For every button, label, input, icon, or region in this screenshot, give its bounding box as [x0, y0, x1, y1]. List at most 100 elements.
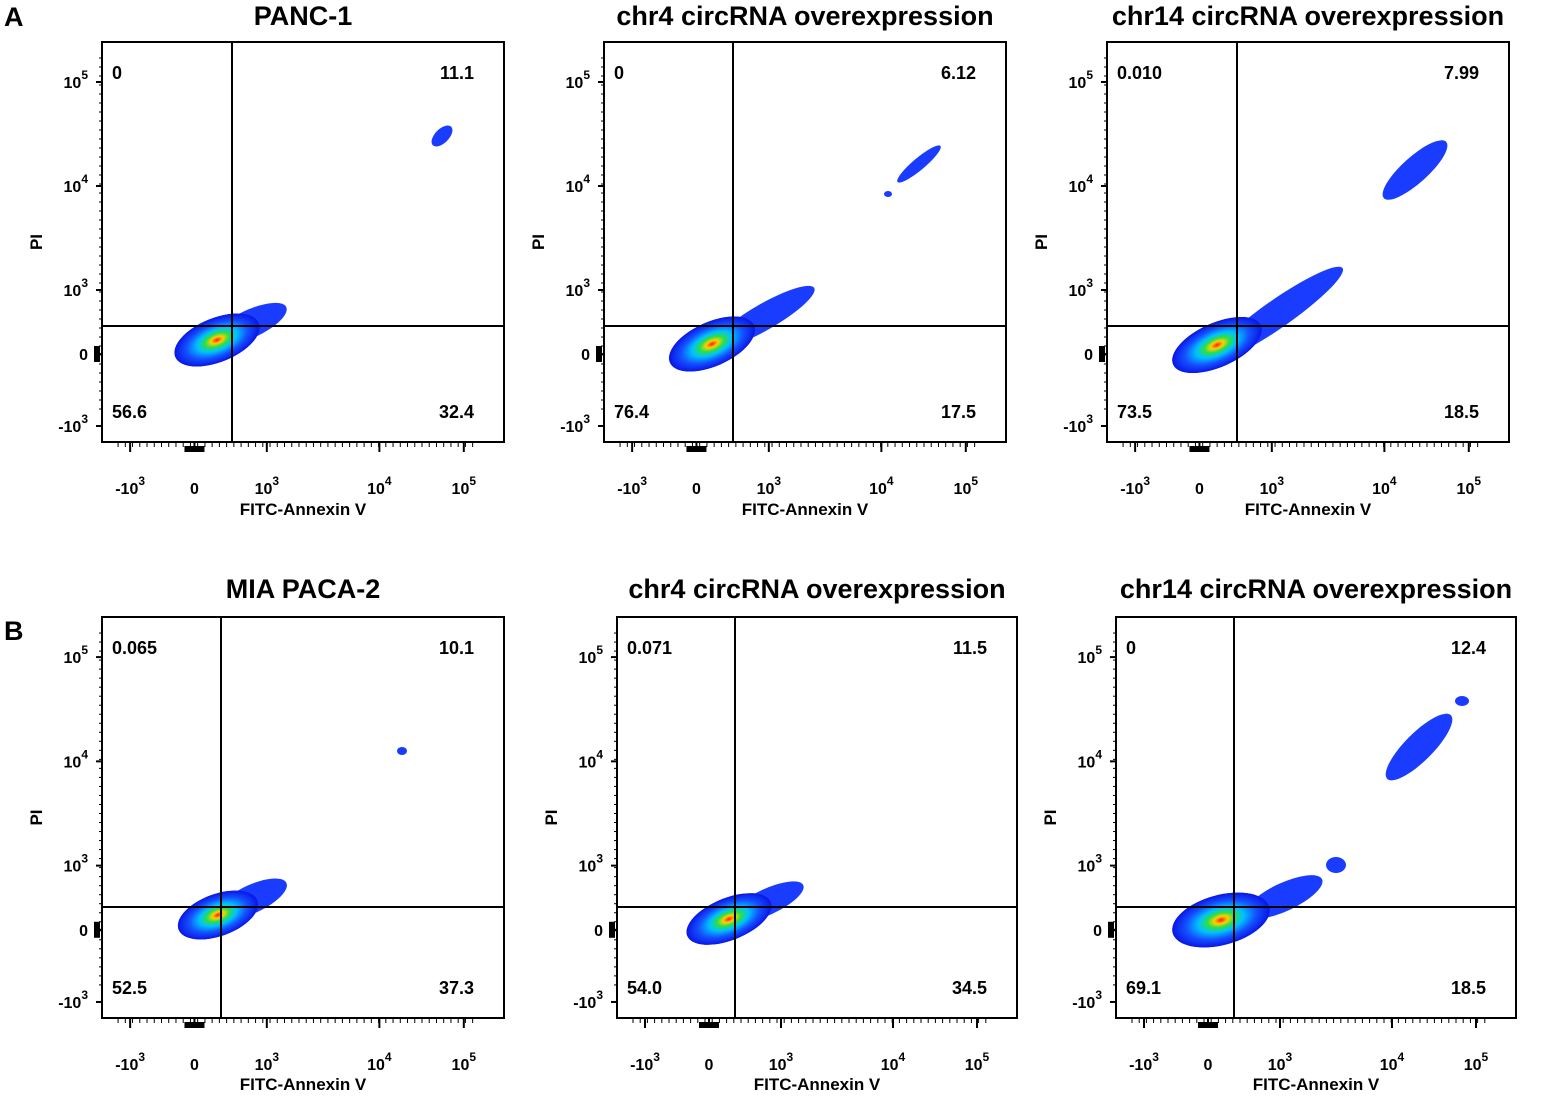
facs-panel-5: chr4 circRNA overexpression 0.071 11.5 54.0… — [542, 574, 1018, 1094]
x-tick-label: 0 — [1195, 481, 1204, 498]
y-tick-label: 105 — [566, 68, 591, 92]
y-tick-label: 103 — [64, 276, 89, 300]
y-axis-zero-cluster — [94, 346, 100, 362]
y-tick-label: 104 — [1078, 747, 1103, 771]
x-tick-label: 0 — [692, 481, 701, 498]
y-tick-label: 0 — [581, 347, 590, 364]
y-tick-label: 104 — [1069, 172, 1094, 196]
facs-panel-6: chr14 circRNA overexpression 0 12.4 69.1 18.… — [1041, 574, 1517, 1094]
y-axis-label: PI — [27, 809, 46, 825]
y-tick-label: 104 — [64, 172, 89, 196]
y-tick-label: 0 — [1093, 923, 1102, 940]
facs-panel-1: PANC-1 0 11.1 56.6 32.4 105 104 103 0 -103 -103 0 10… — [27, 1, 505, 519]
quadrant-lower-right: 37.3 — [439, 978, 474, 998]
plot-frame — [603, 41, 1007, 443]
panel-title: chr4 circRNA overexpression — [616, 1, 993, 31]
y-tick-label: 105 — [64, 643, 89, 667]
x-tick-label: 103 — [255, 474, 280, 498]
x-tick-label: 104 — [367, 1050, 392, 1074]
y-tick-label: 104 — [566, 172, 591, 196]
y-tick-label: -103 — [1072, 988, 1102, 1012]
x-axis-zero-cluster — [1189, 446, 1210, 452]
panel-title: MIA PACA-2 — [226, 574, 381, 604]
quadrant-lower-left: 73.5 — [1117, 402, 1152, 422]
x-tick-label: 103 — [769, 1050, 794, 1074]
cell-population — [897, 145, 941, 183]
quadrant-upper-left: 0 — [112, 63, 122, 83]
y-axis-label: PI — [1041, 809, 1060, 825]
y-tick-label: 104 — [64, 747, 89, 771]
x-tick-label: 105 — [1457, 474, 1482, 498]
panel-label-a: A — [4, 2, 24, 32]
panel-title: chr14 circRNA overexpression — [1112, 1, 1504, 31]
y-axis-zero-cluster — [1099, 346, 1105, 362]
y-axis-zero-cluster — [596, 346, 602, 362]
x-tick-label: -103 — [115, 1050, 145, 1074]
y-tick-label: -103 — [58, 412, 88, 436]
x-tick-label: 105 — [452, 474, 477, 498]
x-tick-label: 0 — [705, 1057, 714, 1074]
y-tick-label: 103 — [1078, 852, 1103, 876]
x-axis-label: FITC-Annexin V — [1253, 1075, 1380, 1094]
x-axis-zero-cluster — [184, 446, 205, 452]
y-tick-label: 103 — [64, 852, 89, 876]
quadrant-upper-right: 11.1 — [440, 63, 474, 83]
plot-frame — [1106, 41, 1510, 443]
x-axis-zero-cluster — [699, 1022, 719, 1028]
cell-population — [397, 747, 407, 755]
x-axis-zero-cluster — [686, 446, 707, 452]
x-tick-label: 104 — [1372, 474, 1397, 498]
panel-title: chr4 circRNA overexpression — [628, 574, 1005, 604]
quadrant-upper-left: 0.010 — [1117, 63, 1162, 83]
x-axis-label: FITC-Annexin V — [240, 1075, 367, 1094]
cell-population — [431, 125, 453, 147]
quadrant-lower-left: 54.0 — [627, 978, 662, 998]
x-tick-label: 103 — [1268, 1050, 1293, 1074]
x-tick-label: -103 — [1120, 474, 1150, 498]
y-axis-label: PI — [1032, 234, 1051, 250]
y-tick-label: -103 — [560, 412, 590, 436]
y-axis-zero-cluster — [609, 921, 615, 938]
quadrant-upper-right: 10.1 — [439, 638, 474, 658]
cell-population-core — [1172, 316, 1262, 374]
quadrant-lower-right: 18.5 — [1444, 402, 1479, 422]
quadrant-lower-right: 32.4 — [439, 402, 474, 422]
x-tick-label: 103 — [757, 474, 782, 498]
quadrant-upper-right: 12.4 — [1451, 638, 1486, 658]
quadrant-upper-right: 7.99 — [1444, 63, 1479, 83]
y-tick-label: 0 — [79, 923, 88, 940]
x-tick-label: 105 — [1464, 1050, 1489, 1074]
x-axis-label: FITC-Annexin V — [742, 500, 869, 519]
x-tick-label: 104 — [1380, 1050, 1405, 1074]
y-tick-label: -103 — [1063, 412, 1093, 436]
quadrant-upper-left: 0.065 — [112, 638, 157, 658]
y-axis-label: PI — [27, 234, 46, 250]
x-tick-label: 103 — [1260, 474, 1285, 498]
facs-panel-4: MIA PACA-2 0.065 10.1 52.5 37.3 105 104 103 0 -10… — [27, 574, 505, 1094]
y-tick-label: 0 — [1084, 347, 1093, 364]
quadrant-upper-left: 0 — [1126, 638, 1136, 658]
y-tick-label: 103 — [566, 276, 591, 300]
x-axis-label: FITC-Annexin V — [240, 500, 367, 519]
y-axis-label: PI — [542, 809, 561, 825]
cell-population — [1385, 713, 1453, 781]
cell-population — [884, 191, 892, 197]
x-tick-label: -103 — [617, 474, 647, 498]
x-tick-label: 0 — [190, 1057, 199, 1074]
x-tick-label: -103 — [115, 474, 145, 498]
facs-panel-2: chr4 circRNA overexpression 0 6.12 76.4 17.5… — [529, 1, 1007, 519]
quadrant-upper-left: 0 — [614, 63, 624, 83]
cell-population — [1455, 696, 1469, 706]
panel-title: chr14 circRNA overexpression — [1120, 574, 1512, 604]
x-tick-label: 0 — [1204, 1057, 1213, 1074]
x-tick-label: 105 — [452, 1050, 477, 1074]
y-tick-label: 104 — [579, 747, 604, 771]
y-tick-label: -103 — [573, 988, 603, 1012]
quadrant-lower-left: 56.6 — [112, 402, 147, 422]
y-tick-label: -103 — [58, 988, 88, 1012]
x-axis-zero-cluster — [1198, 1022, 1218, 1028]
panel-label-b: B — [4, 616, 24, 646]
y-axis-zero-cluster — [94, 921, 100, 938]
plot-frame — [101, 616, 505, 1019]
facs-panel-3: chr14 circRNA overexpression 0.010 7.99 73.… — [1032, 1, 1510, 519]
